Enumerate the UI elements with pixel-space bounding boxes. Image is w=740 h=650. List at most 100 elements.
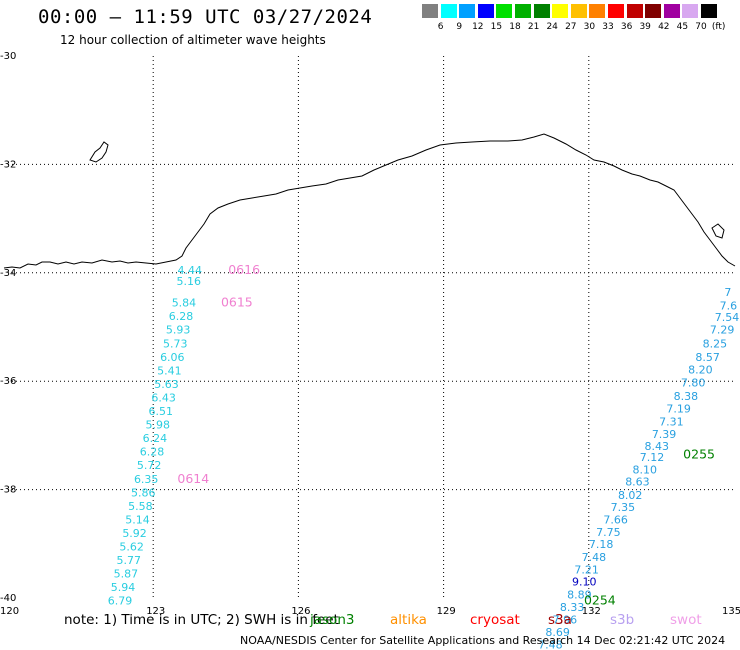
wave-height-label: 8.38 <box>674 390 699 403</box>
wave-height-label: 8.10 <box>632 464 657 477</box>
wave-height-label: 8.33 <box>560 601 585 614</box>
altimeter-tracks: 4.445.165.846.285.935.736.065.415.636.43… <box>108 264 739 650</box>
colorbar-unit: (ft) <box>711 22 726 32</box>
colorbar-label: 6 <box>437 22 444 32</box>
wave-height-label: 5.98 <box>146 419 171 432</box>
colorbar-label: 70 <box>695 22 707 32</box>
wave-height-label: 6.06 <box>160 351 185 364</box>
satellite-legend-item: jason3 <box>310 612 355 628</box>
wave-height-label: 5.87 <box>114 568 139 581</box>
wave-height-label: 7.6 <box>720 299 738 312</box>
wave-height-label: 4.44 <box>178 264 203 277</box>
colorbar-label: 27 <box>565 22 577 32</box>
lat-tick-label: -38 <box>0 485 16 496</box>
colorbar-swatch <box>533 4 550 18</box>
wave-height-label: 5.14 <box>125 513 150 526</box>
wave-height-label: 7.12 <box>640 451 665 464</box>
lat-tick-label: -40 <box>0 593 16 604</box>
colorbar-label: 12 <box>472 22 484 32</box>
wave-height-label: 7.19 <box>666 402 691 415</box>
wave-height-label: 7.75 <box>596 526 621 539</box>
wave-height-label: 8.63 <box>625 475 650 488</box>
wave-height-label: 6.28 <box>140 446 165 459</box>
wave-height-label: 6.79 <box>108 595 133 608</box>
lat-tick-label: -36 <box>0 376 16 387</box>
coastline <box>3 133 736 269</box>
wave-height-label: 5.41 <box>157 364 182 377</box>
colorbar-label: 9 <box>456 22 463 32</box>
wave-height-label: 7.21 <box>574 563 599 576</box>
coastline-island-east <box>711 223 725 239</box>
wave-height-label: 7.80 <box>681 376 706 389</box>
wave-height-label: 8.02 <box>618 489 643 502</box>
wave-height-label: 7.48 <box>582 551 607 564</box>
axis-labels: 120 123 126 129 132 135 -30 -32 -34 -36 -38 -40 <box>0 51 740 617</box>
colorbar-swatch <box>645 4 662 18</box>
colorbar-swatch <box>682 4 699 18</box>
footer-credit: NOAA/NESDIS Center for Satellite Applica… <box>240 634 726 647</box>
lon-tick-label: 135 <box>722 606 740 617</box>
lat-tick-label: -32 <box>0 159 16 170</box>
colorbar-swatch <box>589 4 606 18</box>
wave-height-label: 7.54 <box>715 311 740 324</box>
satellite-legend-item: s3b <box>610 612 635 628</box>
map-title: 00:00 – 11:59 UTC 03/27/2024 <box>38 6 373 28</box>
wave-height-label: 5.93 <box>166 324 191 337</box>
colorbar-swatch <box>552 4 569 18</box>
coastline-island-recherche <box>89 141 109 163</box>
lon-tick-label: 126 <box>291 606 310 617</box>
lat-tick-label: -30 <box>0 51 16 62</box>
wave-height-label: 8.89 <box>567 589 592 602</box>
wave-height-label: 8.25 <box>703 337 728 350</box>
wave-height-label: 7.29 <box>710 324 735 337</box>
satellite-legend-item: swot <box>670 612 702 628</box>
wave-height-label: 7 <box>724 286 731 299</box>
lat-lon-grid <box>8 56 734 598</box>
footer-note: note: 1) Time is in UTC; 2) SWH is in fe… <box>64 612 339 628</box>
satellite-legend-item: s3a <box>548 612 572 628</box>
colorbar-label: 42 <box>658 22 670 32</box>
wave-height-label: 5.94 <box>111 581 136 594</box>
wave-height-label: 7.66 <box>603 513 628 526</box>
wave-height-label: 6.24 <box>143 432 168 445</box>
wave-height-label: 5.72 <box>137 459 162 472</box>
satellite-legend-item: cryosat <box>470 612 520 628</box>
pass-time-label: 0254 <box>584 593 616 608</box>
wave-height-label: 9.10 <box>572 576 597 589</box>
wave-height-label: 5.92 <box>122 527 147 540</box>
colorbar-swatch <box>663 4 680 18</box>
colorbar-swatch <box>626 4 643 18</box>
satellite-legend-item: altika <box>390 612 427 628</box>
wave-height-label: 8.43 <box>645 440 670 453</box>
colorbar-label: 24 <box>546 22 558 32</box>
colorbar-swatch <box>608 4 624 18</box>
coastline-southern-australia <box>3 133 736 269</box>
wave-height-label: 6.35 <box>134 473 159 486</box>
colorbar-label: 33 <box>602 22 614 32</box>
pass-time-label: 0616 <box>228 262 260 277</box>
lon-tick-label: 132 <box>582 606 601 617</box>
wave-height-label: 8.57 <box>695 351 720 364</box>
wave-height-label: 5.73 <box>163 337 188 350</box>
wave-height-label: 6.51 <box>148 405 173 418</box>
lat-tick-label: -34 <box>0 268 16 279</box>
wave-height-label: 8.20 <box>688 363 713 376</box>
wave-height-label: 6.43 <box>151 391 176 404</box>
wave-height-label: 5.63 <box>154 378 179 391</box>
wave-height-label: 5.86 <box>131 486 156 499</box>
wave-height-label: 7.39 <box>652 428 677 441</box>
colorbar-label: 18 <box>509 22 521 32</box>
colorbar-label: 21 <box>527 22 540 32</box>
wave-height-label: 7.35 <box>611 501 636 514</box>
lon-tick-label: 120 <box>0 606 19 617</box>
pass-time-label: 0614 <box>177 471 209 486</box>
wave-height-label: 5.58 <box>128 500 153 513</box>
wave-height-label: 7.31 <box>659 415 684 428</box>
map-subtitle: 12 hour collection of altimeter wave hei… <box>60 33 326 47</box>
wave-height-label: 7.48 <box>538 639 563 650</box>
pass-time-label: 0615 <box>221 295 253 310</box>
colorbar-swatch <box>440 4 457 18</box>
colorbar-label: 39 <box>639 22 651 32</box>
wave-height-label: 8.69 <box>545 626 570 639</box>
